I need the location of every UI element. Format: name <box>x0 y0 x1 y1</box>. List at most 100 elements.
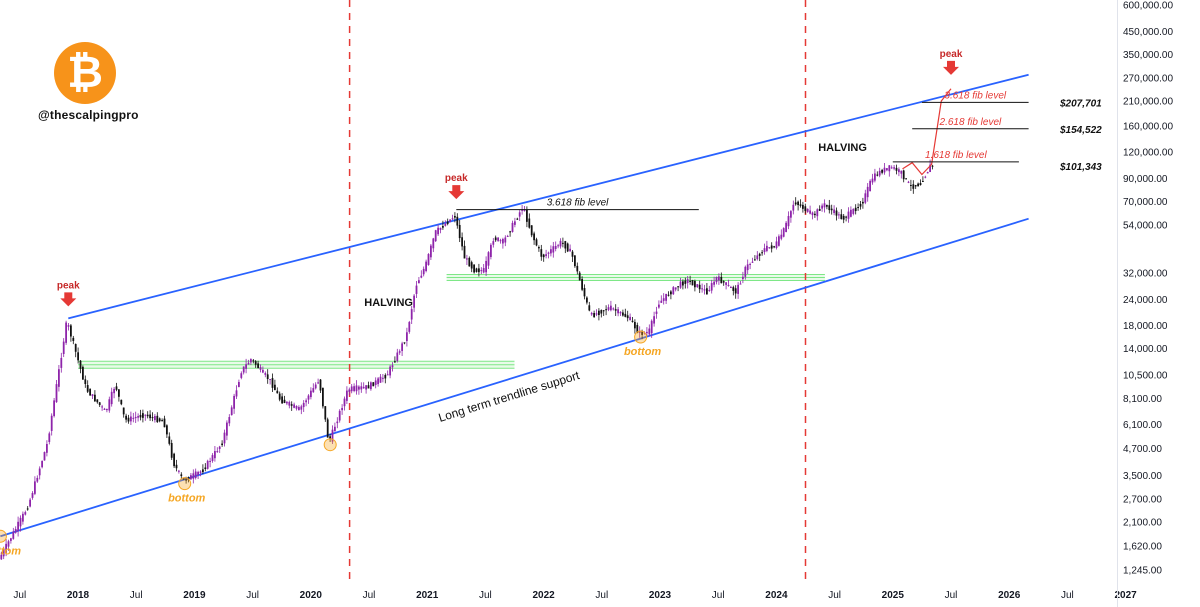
price-candle <box>881 169 883 173</box>
price-candle <box>77 352 79 361</box>
price-candle <box>185 479 187 481</box>
price-candle <box>94 394 96 402</box>
price-candle <box>175 464 178 469</box>
price-candle <box>350 386 353 392</box>
price-candle <box>552 246 555 253</box>
price-tick-label: 350,000.00 <box>1123 50 1173 61</box>
channel-lower-line <box>0 217 1029 538</box>
price-candle <box>235 390 238 397</box>
price-candle <box>888 165 891 172</box>
price-candle <box>682 281 684 286</box>
price-candle <box>422 268 425 275</box>
price-candle <box>295 406 298 409</box>
price-candle <box>317 382 319 384</box>
price-candle <box>857 207 859 209</box>
price-candle <box>473 264 475 273</box>
price-candle <box>634 321 636 329</box>
price-candle <box>802 204 804 209</box>
price-candle <box>698 284 701 290</box>
price-candle <box>713 281 715 285</box>
price-candle <box>902 170 905 180</box>
price-candle <box>912 184 915 189</box>
price-candle <box>509 231 511 233</box>
price-candle <box>82 366 84 380</box>
price-candle <box>703 289 706 291</box>
price-candle <box>444 223 447 226</box>
price-candle <box>120 399 123 405</box>
price-candle <box>418 280 420 284</box>
time-tick-label: Jul <box>13 590 26 601</box>
price-candle <box>530 225 533 236</box>
price-candle <box>168 436 171 444</box>
price-candle <box>163 418 166 428</box>
time-tick-label: Jul <box>945 590 958 601</box>
price-candle <box>931 165 934 167</box>
price-candle <box>334 426 336 432</box>
price-candle <box>650 320 653 334</box>
time-tick-label: Jul <box>246 590 259 601</box>
price-candle <box>218 446 221 450</box>
time-tick-label: Jul <box>479 590 492 601</box>
price-candle <box>338 410 341 421</box>
price-candle <box>46 444 48 453</box>
price-candle <box>401 343 403 351</box>
trendline-label: Long term trendline support <box>437 368 582 425</box>
price-candle <box>197 471 199 475</box>
price-candle <box>600 310 603 314</box>
time-tick-label: Jul <box>712 590 725 601</box>
price-candle <box>854 207 857 212</box>
price-candle <box>475 268 478 272</box>
price-candle <box>619 311 622 314</box>
price-candle <box>842 215 845 220</box>
price-candle <box>862 201 864 204</box>
time-tick-label: 2026 <box>998 590 1021 601</box>
price-candle <box>240 373 243 378</box>
price-candle <box>156 415 159 423</box>
price-candle <box>302 402 305 408</box>
price-candle <box>331 429 334 442</box>
price-candle <box>780 234 783 239</box>
price-candle <box>106 409 108 411</box>
price-candle <box>826 205 828 207</box>
price-candle <box>7 541 10 547</box>
price-candle <box>178 470 180 472</box>
price-candle <box>626 315 629 319</box>
price-candle <box>821 205 823 209</box>
price-candle <box>230 407 233 416</box>
price-candle <box>216 451 219 453</box>
price-candle <box>458 224 461 239</box>
price-candle <box>242 366 245 373</box>
price-candle <box>910 184 912 186</box>
price-candle <box>737 284 739 294</box>
bitcoin-logo-icon: ₿ <box>54 42 116 104</box>
price-candle <box>24 512 27 515</box>
price-candle <box>348 389 351 392</box>
price-candle <box>324 406 327 420</box>
price-candle <box>806 208 809 212</box>
price-candle <box>108 399 111 411</box>
fib-level-label: 1.618 fib level <box>925 150 987 161</box>
price-candle <box>151 417 154 419</box>
price-candle <box>74 343 77 352</box>
price-candle <box>607 307 610 310</box>
price-candle <box>89 389 91 396</box>
price-candle <box>379 376 382 383</box>
price-candle <box>389 366 391 376</box>
price-candle <box>463 245 466 259</box>
price-candle <box>478 268 480 273</box>
price-candle <box>204 467 207 470</box>
price-candle <box>816 209 819 217</box>
price-candle <box>86 385 89 392</box>
price-tick-label: 10,500.00 <box>1123 370 1168 381</box>
peak-label: peak <box>445 173 468 184</box>
price-candle <box>725 282 727 285</box>
price-candle <box>744 266 747 277</box>
price-candle <box>492 241 495 245</box>
author-handle: @thescalpingpro <box>38 108 139 122</box>
price-candle <box>420 275 423 278</box>
price-candle <box>574 255 576 267</box>
price-candle <box>761 252 763 254</box>
price-candle <box>739 283 742 285</box>
price-candle <box>290 404 293 406</box>
